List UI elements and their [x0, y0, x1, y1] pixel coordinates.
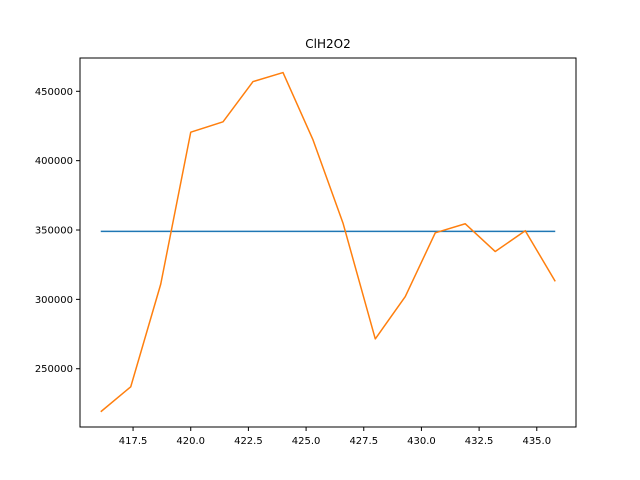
- y-axis: 250000 300000 350000 400000 450000: [35, 87, 80, 375]
- chart-title: ClH2O2: [305, 37, 350, 51]
- x-tick-label: 435.0: [522, 436, 551, 447]
- y-tick-label: 350000: [35, 226, 73, 237]
- y-tick-label: 250000: [35, 364, 73, 375]
- plot-frame: [79, 57, 577, 428]
- x-tick-label: 425.0: [292, 436, 321, 447]
- y-tick-label: 450000: [35, 87, 73, 98]
- x-tick-label: 422.5: [234, 436, 263, 447]
- x-tick-label: 427.5: [349, 436, 378, 447]
- x-tick-label: 417.5: [119, 436, 148, 447]
- series-layer: [100, 71, 556, 413]
- y-tick-label: 400000: [35, 156, 73, 167]
- x-tick-label: 420.0: [176, 436, 205, 447]
- x-axis: 417.5 420.0 422.5 425.0 427.5 430.0 432.5 435.0: [119, 427, 551, 447]
- x-tick-label: 430.0: [407, 436, 436, 447]
- x-tick-label: 432.5: [465, 436, 494, 447]
- y-tick-label: 300000: [35, 295, 73, 306]
- series-line-2: [100, 71, 556, 413]
